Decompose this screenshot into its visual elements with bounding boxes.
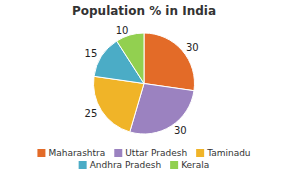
legend-label: Kerala [181,160,209,170]
legend-item: Maharashtra [37,148,105,158]
legend-label: Maharashtra [48,148,105,158]
legend-item: Uttar Pradesh [114,148,187,158]
legend-swatch [37,149,45,157]
pie-slice [117,33,144,84]
pie [93,33,194,134]
legend-label: Taminadu [206,148,250,158]
legend: Maharashtra Uttar Pradesh Taminadu Andhra P… [37,148,250,170]
legend-swatch [79,161,87,169]
legend-swatch [196,149,204,157]
legend-item: Kerala [170,160,209,170]
legend-swatch [170,161,178,169]
legend-item: Andhra Pradesh [79,160,161,170]
data-label: 25 [85,108,98,119]
chart: Population % in India Maharashtra Uttar Pr… [0,0,288,175]
legend-label: Uttar Pradesh [125,148,187,158]
title: Population % in India [72,4,216,18]
legend-item: Taminadu [196,148,250,158]
pie-slice [93,76,144,132]
data-label: 30 [174,125,187,136]
data-labels: 30 30 25 15 10 [85,25,199,136]
data-label: 15 [85,48,98,59]
legend-swatch [114,149,122,157]
legend-label: Andhra Pradesh [90,160,161,170]
data-label: 10 [116,25,129,36]
data-label: 30 [186,42,199,53]
